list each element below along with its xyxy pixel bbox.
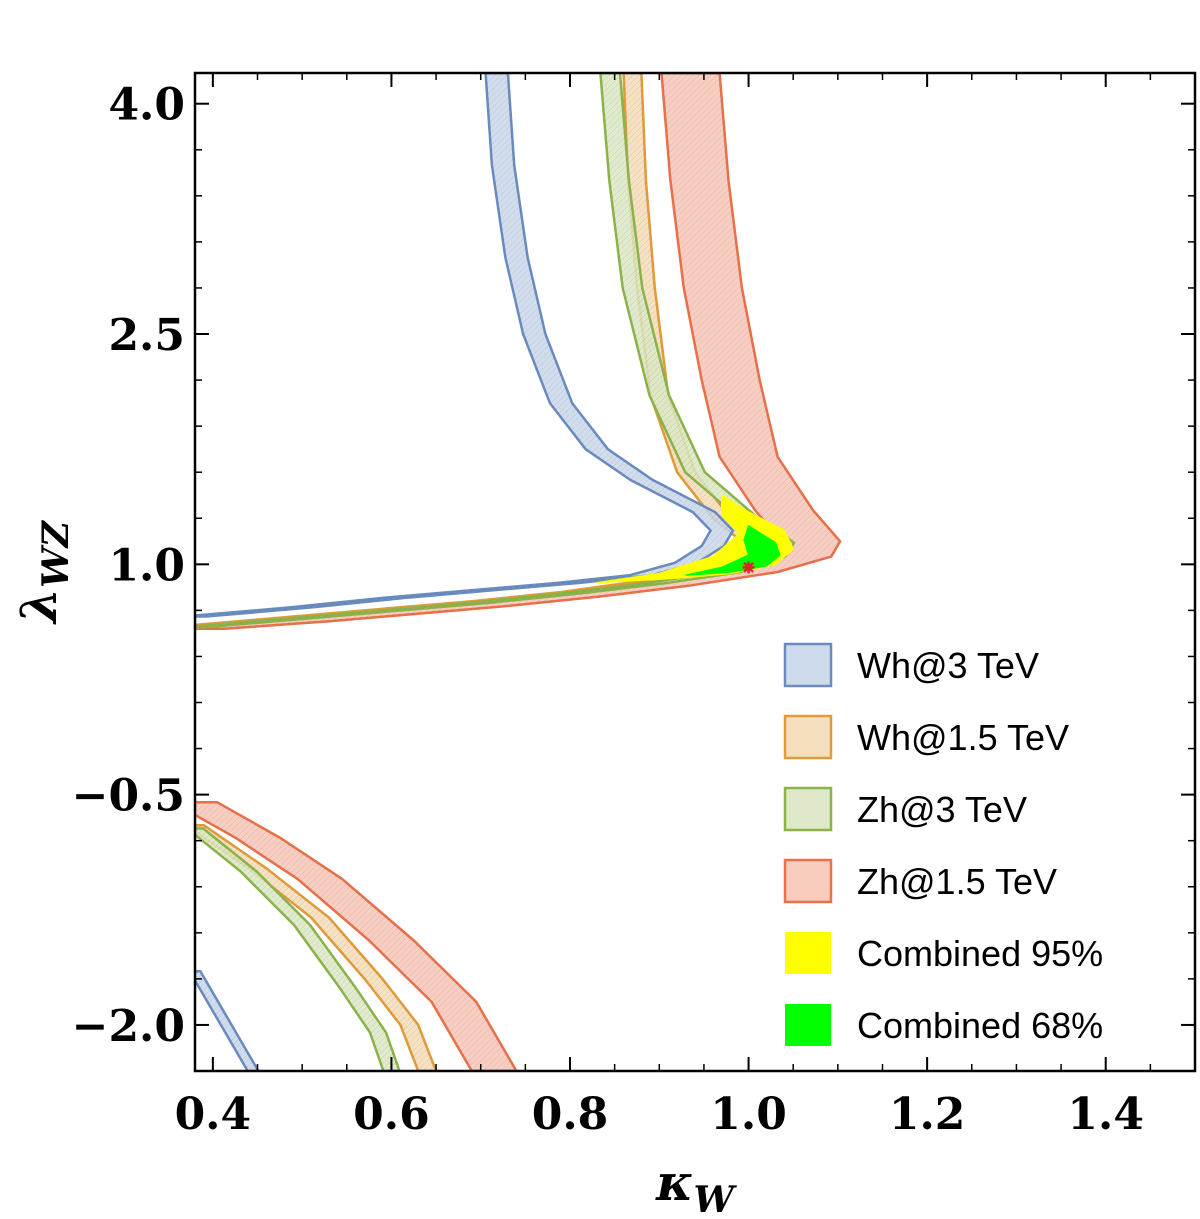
legend-entry-wh-1-5-tev: Wh@1.5 TeV (783, 714, 1069, 760)
x-tick-label: 0.6 (353, 1089, 430, 1140)
ticks-layer (195, 73, 1195, 1072)
wh-3-tev-lower-band (195, 969, 260, 1071)
best-fit-marker (742, 561, 755, 574)
legend-label: Wh@3 TeV (857, 645, 1039, 686)
tick-labels-layer: 0.4 0.6 0.8 1.0 1.2 1.4 −2.0 −0.5 1.0 2.5 4.0 (72, 80, 1144, 1140)
legend-swatch (783, 714, 833, 760)
plot-frame (193, 71, 1197, 1073)
y-tick-label: −0.5 (72, 771, 185, 822)
legend-swatch (783, 786, 833, 832)
x-tick-label: 1.4 (1067, 1089, 1144, 1140)
legend-entry-combined-68: Combined 68% (785, 1004, 1103, 1046)
y-axis-title: λWZ (9, 519, 77, 624)
legend-label: Combined 95% (857, 933, 1103, 974)
legend-label: Combined 68% (857, 1005, 1103, 1046)
x-tick-label: 1.0 (710, 1089, 787, 1140)
y-tick-label: 4.0 (108, 80, 185, 131)
legend-label: Wh@1.5 TeV (857, 717, 1069, 758)
y-tick-label: 2.5 (108, 310, 185, 361)
legend-entry-zh-1-5-tev: Zh@1.5 TeV (783, 858, 1057, 904)
x-tick-label: 0.4 (175, 1089, 252, 1140)
legend-entry-zh-3-tev: Zh@3 TeV (783, 786, 1027, 832)
legend-entry-combined-95: Combined 95% (785, 932, 1103, 974)
x-tick-label: 0.8 (532, 1089, 609, 1140)
y-tick-label: −2.0 (72, 1001, 185, 1052)
x-tick-label: 1.2 (889, 1089, 966, 1140)
legend-label: Zh@3 TeV (857, 789, 1027, 830)
y-tick-label: 1.0 (108, 540, 185, 591)
legend-swatch (785, 932, 831, 974)
legend-swatch (785, 1004, 831, 1046)
wh-1-5-tev-lower-band (195, 824, 438, 1071)
bands-layer (195, 73, 842, 1071)
zh-1-5-tev-lower-band (195, 801, 518, 1071)
legend: Wh@3 TeV Wh@1.5 TeV Zh@3 TeV Zh@1.5 TeV Comb… (783, 642, 1103, 1046)
legend-swatch (783, 642, 833, 688)
legend-entry-wh-3-tev: Wh@3 TeV (783, 642, 1039, 688)
zh-3-tev-lower-band (195, 827, 401, 1071)
legend-label: Zh@1.5 TeV (857, 861, 1057, 902)
legend-swatch (783, 858, 833, 904)
x-axis-title: κW (655, 1153, 737, 1219)
